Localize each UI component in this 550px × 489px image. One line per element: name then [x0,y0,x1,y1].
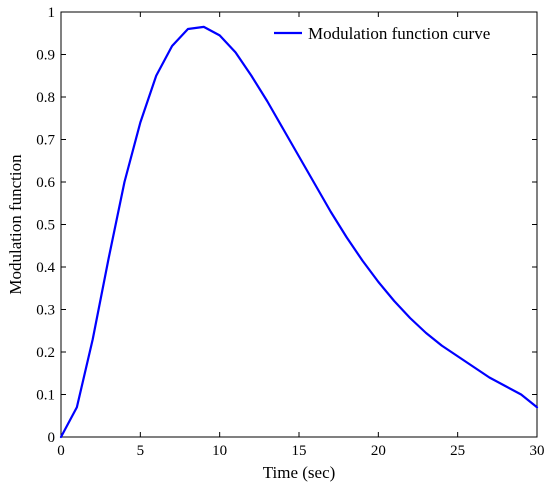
x-tick-label: 0 [57,443,65,459]
y-tick-label: 0.3 [36,303,55,319]
x-tick-label: 25 [450,443,465,459]
axes: 0 5 10 15 20 25 30 0 0.1 0.2 0.3 0.4 0.5 0.6 0.7 0.8 0.9… [36,5,544,459]
legend: Modulation function curve [274,24,490,43]
y-tick-label: 0.5 [36,218,55,234]
y-tick-label: 0 [48,430,56,446]
legend-label: Modulation function curve [308,24,490,43]
x-tick-label: 15 [292,443,307,459]
y-tick-label: 0.1 [36,388,55,404]
x-tick-label: 20 [371,443,386,459]
y-tick-label: 1 [48,5,56,21]
y-tick-label: 0.6 [36,175,55,191]
x-tick-label: 10 [212,443,227,459]
series-line-0 [59,25,539,439]
x-tick-label: 5 [137,443,145,459]
y-tick-label: 0.9 [36,48,55,64]
y-tick-label: 0.8 [36,90,55,106]
series-group [59,25,539,439]
ticks: 0 5 10 15 20 25 30 0 0.1 0.2 0.3 0.4 0.5 0.6 0.7 0.8 0.9… [36,5,544,459]
y-tick-label: 0.2 [36,345,55,361]
x-axis-label: Time (sec) [263,463,336,482]
y-tick-label: 0.7 [36,133,55,149]
y-tick-label: 0.4 [36,260,55,276]
x-tick-label: 30 [530,443,545,459]
y-axis-label: Modulation function [6,154,25,295]
